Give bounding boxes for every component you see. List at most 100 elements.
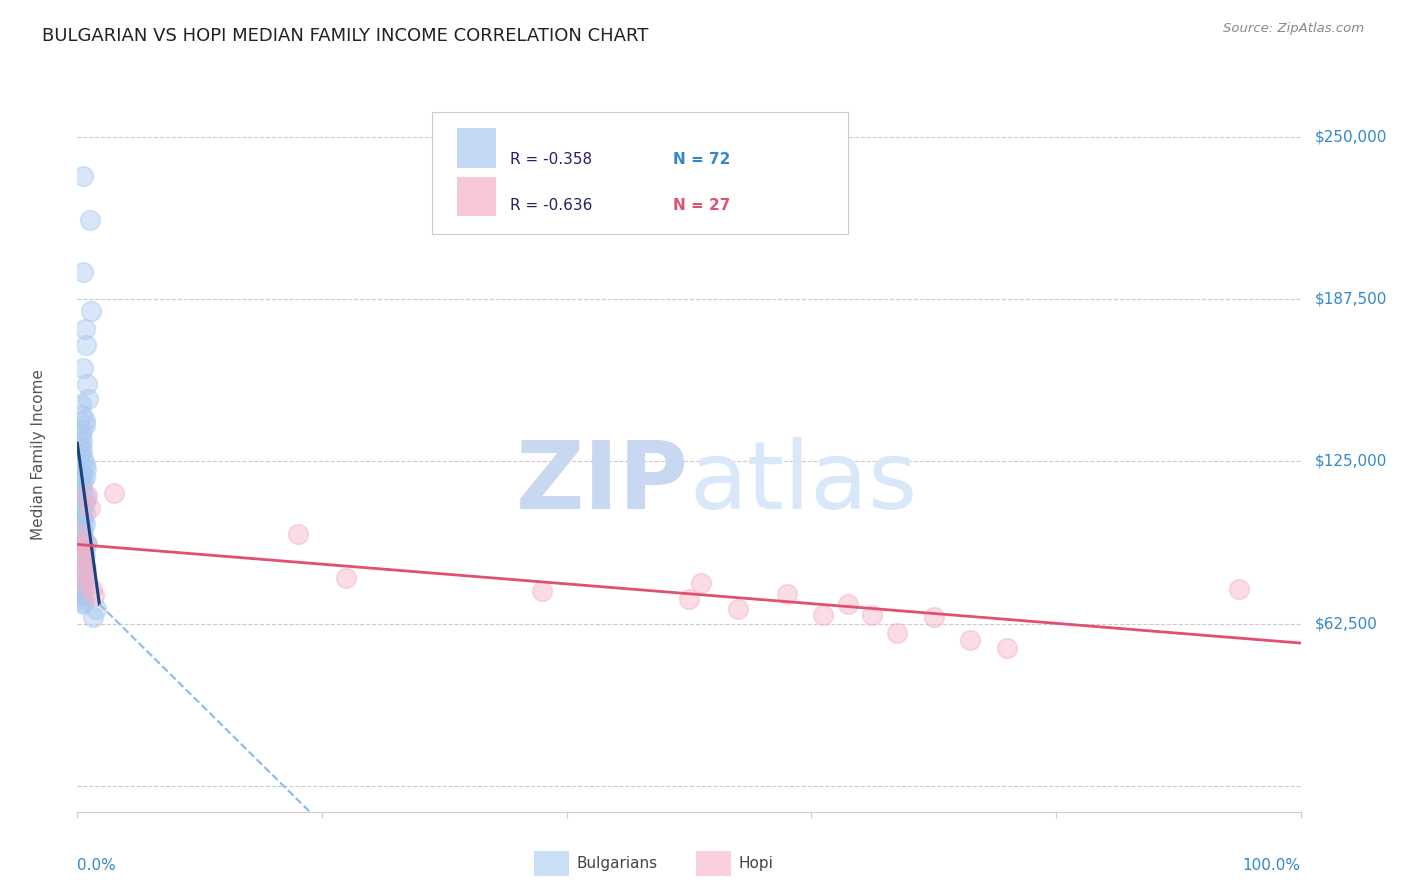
- Point: [70, 439, 93, 453]
- Point: [69, 511, 91, 525]
- Text: 100.0%: 100.0%: [1243, 858, 1301, 873]
- Point: [73, 561, 96, 575]
- Point: [82, 610, 104, 624]
- Point: [73, 516, 96, 531]
- Point: [287, 527, 309, 541]
- Point: [690, 576, 713, 591]
- Point: [70, 428, 93, 442]
- FancyBboxPatch shape: [432, 112, 848, 234]
- Point: [76, 376, 98, 391]
- Text: $187,500: $187,500: [1315, 292, 1388, 307]
- Point: [72, 473, 94, 487]
- Text: Bulgarians: Bulgarians: [576, 856, 658, 871]
- FancyBboxPatch shape: [457, 177, 496, 216]
- Point: [70, 501, 93, 516]
- Point: [70, 522, 93, 536]
- Point: [862, 607, 884, 622]
- Point: [73, 413, 96, 427]
- Point: [75, 534, 97, 549]
- Point: [531, 584, 554, 599]
- Point: [70, 408, 93, 422]
- Text: Hopi: Hopi: [738, 856, 773, 871]
- FancyBboxPatch shape: [457, 128, 496, 168]
- Point: [959, 633, 981, 648]
- Point: [72, 169, 94, 183]
- Point: [80, 304, 103, 318]
- Point: [73, 566, 96, 580]
- Point: [70, 558, 93, 573]
- Point: [70, 504, 93, 518]
- Point: [72, 265, 94, 279]
- Point: [84, 602, 107, 616]
- Text: atlas: atlas: [689, 437, 917, 530]
- Point: [72, 533, 94, 547]
- Point: [1229, 582, 1251, 596]
- Point: [75, 337, 97, 351]
- Point: [69, 527, 91, 541]
- Text: $250,000: $250,000: [1315, 129, 1388, 145]
- Point: [69, 477, 91, 491]
- Point: [76, 537, 98, 551]
- Point: [75, 462, 97, 476]
- Text: 0.0%: 0.0%: [77, 858, 117, 873]
- Point: [922, 610, 945, 624]
- Point: [70, 444, 93, 458]
- Point: [70, 582, 93, 596]
- Point: [70, 563, 93, 577]
- Point: [678, 591, 700, 606]
- Point: [72, 545, 94, 559]
- Point: [75, 491, 97, 505]
- Point: [72, 361, 94, 376]
- Point: [70, 530, 93, 544]
- Point: [72, 545, 94, 559]
- Point: [70, 584, 93, 599]
- Text: N = 72: N = 72: [673, 153, 730, 167]
- Point: [73, 322, 96, 336]
- Point: [70, 423, 93, 437]
- Point: [77, 392, 100, 406]
- Point: [70, 556, 93, 570]
- Point: [73, 418, 96, 433]
- Point: [72, 576, 94, 591]
- Point: [80, 582, 103, 596]
- Text: Median Family Income: Median Family Income: [31, 369, 45, 541]
- Point: [72, 553, 94, 567]
- Point: [75, 579, 97, 593]
- Point: [72, 594, 94, 608]
- Point: [79, 501, 101, 516]
- Point: [69, 540, 91, 554]
- Text: R = -0.358: R = -0.358: [510, 153, 592, 167]
- Point: [73, 571, 96, 585]
- Point: [70, 467, 93, 482]
- Point: [72, 485, 94, 500]
- Point: [83, 590, 105, 604]
- Point: [70, 591, 93, 606]
- Point: [837, 597, 859, 611]
- Point: [70, 480, 93, 494]
- Point: [73, 470, 96, 484]
- Point: [813, 607, 835, 622]
- Point: [70, 574, 93, 588]
- Point: [70, 519, 93, 533]
- Text: ZIP: ZIP: [516, 437, 689, 530]
- Text: $125,000: $125,000: [1315, 454, 1388, 469]
- Point: [727, 602, 749, 616]
- Point: [335, 571, 357, 585]
- Point: [70, 576, 93, 591]
- Text: $62,500: $62,500: [1315, 616, 1378, 631]
- Point: [776, 587, 799, 601]
- Point: [73, 537, 96, 551]
- Point: [995, 641, 1018, 656]
- Point: [72, 451, 94, 466]
- Point: [72, 514, 94, 528]
- Point: [69, 447, 91, 461]
- Point: [75, 561, 97, 575]
- Point: [70, 590, 93, 604]
- Text: R = -0.636: R = -0.636: [510, 198, 593, 212]
- Point: [70, 397, 93, 411]
- Point: [72, 524, 94, 539]
- Point: [70, 499, 93, 513]
- Point: [886, 625, 908, 640]
- Point: [76, 488, 98, 502]
- Point: [70, 550, 93, 565]
